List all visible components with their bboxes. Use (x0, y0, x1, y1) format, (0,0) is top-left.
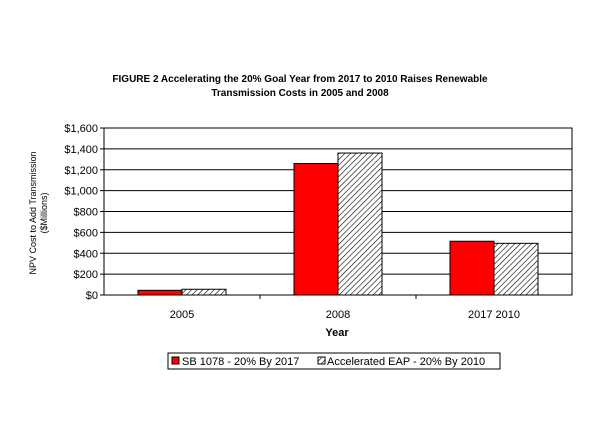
legend-box (167, 352, 501, 370)
legend-label-accelerated: Accelerated EAP - 20% By 2010 (327, 356, 485, 368)
legend-swatch-sb1078 (171, 356, 180, 365)
y-tick-label: $0 (86, 290, 98, 302)
y-axis-label-line-1: NPV Cost to Add Transmission (28, 151, 38, 274)
y-tick-label: $1,000 (64, 186, 98, 198)
x-tick-label: 2008 (326, 309, 350, 321)
y-tick-label: $1,400 (64, 144, 98, 156)
bar-sb1078-1 (293, 162, 339, 296)
y-axis-label-line-2: ($Millions) (39, 192, 49, 233)
legend-swatch-accelerated (317, 356, 326, 365)
bar-sb1078-2 (449, 240, 495, 296)
bar-sb1078-0 (137, 289, 183, 296)
y-tick-label: $1,200 (64, 165, 98, 177)
bar-accelerated-0 (181, 288, 227, 296)
y-tick-label: $600 (74, 227, 98, 239)
x-tick-label: 2005 (170, 309, 194, 321)
x-tick-label: 2017 2010 (468, 309, 520, 321)
legend-label-sb1078: SB 1078 - 20% By 2017 (182, 356, 299, 368)
bar-accelerated-1 (337, 152, 383, 296)
y-tick-label: $400 (74, 248, 98, 260)
chart-title-line-1: FIGURE 2 Accelerating the 20% Goal Year … (112, 74, 488, 85)
plot-area: $0 $200 $400 $600 $800 $1,000 $1,200 $1,400 $1,6… (64, 123, 573, 321)
y-tick-label: $1,600 (64, 123, 98, 135)
y-tick-label: $200 (74, 269, 98, 281)
bar-accelerated-2 (493, 242, 539, 296)
legend: SB 1078 - 20% By 2017 Accelerated EAP - … (167, 352, 501, 370)
y-tick-label: $800 (74, 207, 98, 219)
x-axis-label: Year (325, 327, 349, 339)
chart-title-line-2: Transmission Costs in 2005 and 2008 (211, 88, 389, 99)
